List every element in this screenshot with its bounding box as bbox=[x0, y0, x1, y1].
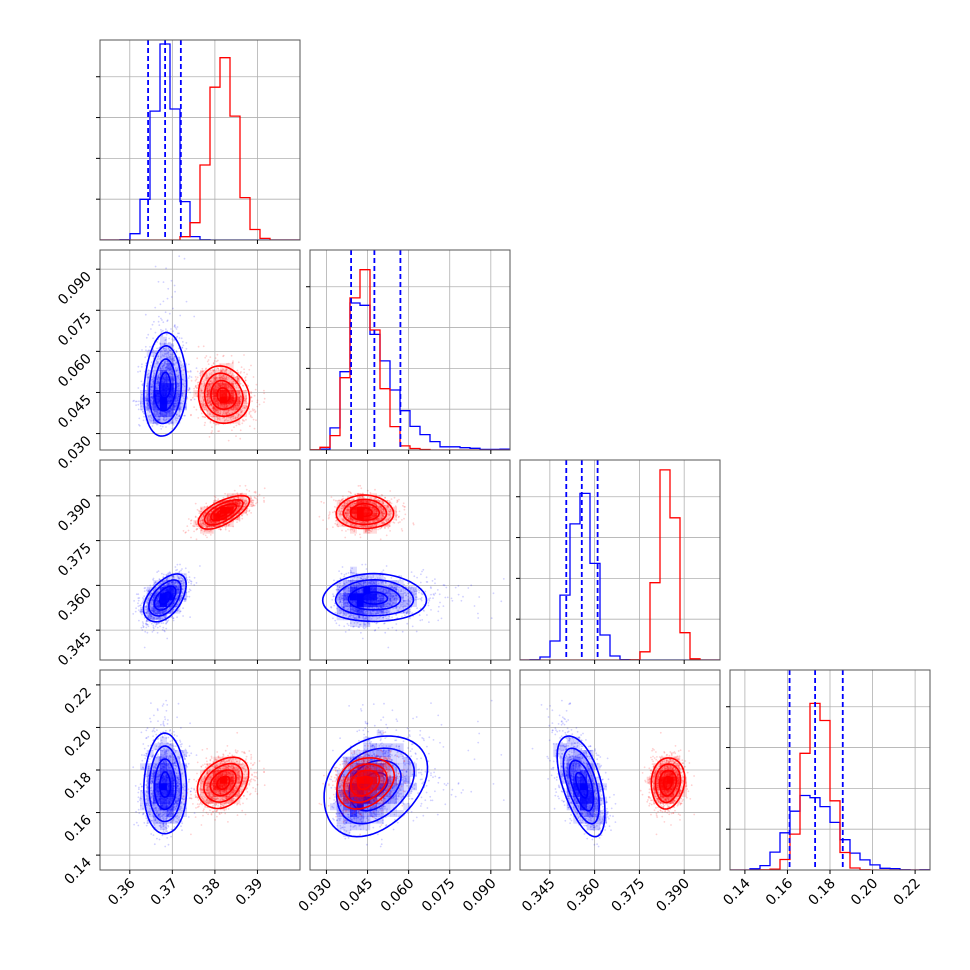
x-tick-label-2-3: 0.390 bbox=[653, 876, 693, 916]
scatter-panel-2-1 bbox=[309, 459, 511, 661]
hist-step-0-2 bbox=[520, 492, 720, 660]
scatter-panel-1-0 bbox=[99, 249, 301, 451]
scatter-panel-3-2 bbox=[519, 669, 721, 871]
y-tick-label-3-2: 0.18 bbox=[61, 770, 94, 803]
y-tick-label-2-3: 0.390 bbox=[55, 495, 95, 535]
y-tick-label-3-0: 0.14 bbox=[61, 855, 94, 888]
contour-1-0 bbox=[216, 775, 231, 790]
contour-0-2 bbox=[148, 579, 182, 617]
hist-step-1-1 bbox=[310, 269, 510, 450]
hist-step-1-2 bbox=[520, 469, 720, 660]
contour-1-2 bbox=[343, 763, 388, 804]
hist-panel-1 bbox=[309, 249, 511, 451]
hist-step-1-0 bbox=[100, 57, 300, 240]
contour-0-0 bbox=[360, 591, 389, 605]
scatter-panel-2-0 bbox=[99, 459, 301, 661]
contour-0-1 bbox=[347, 585, 402, 611]
contour-1-3 bbox=[650, 757, 686, 810]
hist-step-0-3 bbox=[730, 794, 930, 870]
y-tick-label-2-1: 0.360 bbox=[55, 585, 95, 625]
hist-panel-0 bbox=[99, 39, 301, 241]
contour-1-3 bbox=[197, 365, 251, 424]
x-tick-label-2-0: 0.345 bbox=[519, 876, 559, 916]
contour-1-0 bbox=[357, 775, 374, 791]
contour-1-0 bbox=[662, 775, 673, 791]
x-tick-label-1-3: 0.075 bbox=[419, 876, 459, 916]
hist-panel-3 bbox=[729, 669, 931, 871]
y-tick-label-3-4: 0.22 bbox=[61, 684, 94, 717]
contour-1-1 bbox=[209, 769, 237, 797]
contour-1-2 bbox=[203, 499, 244, 526]
contour-1-1 bbox=[349, 502, 380, 522]
y-tick-label-3-1: 0.16 bbox=[61, 812, 94, 845]
y-tick-label-1-3: 0.075 bbox=[55, 310, 95, 350]
y-tick-label-2-2: 0.375 bbox=[55, 540, 95, 580]
x-tick-label-1-4: 0.090 bbox=[460, 876, 500, 916]
contour-1-2 bbox=[203, 372, 244, 417]
x-tick-label-3-0: 0.14 bbox=[720, 875, 753, 908]
contour-1-3 bbox=[197, 494, 251, 530]
contour-1-0 bbox=[216, 387, 231, 403]
x-tick-label-1-2: 0.060 bbox=[378, 876, 418, 916]
contour-0-1 bbox=[153, 585, 177, 611]
x-tick-label-0-3: 0.39 bbox=[233, 876, 266, 909]
contour-0-3 bbox=[321, 572, 428, 623]
contour-1-2 bbox=[654, 763, 682, 804]
x-tick-label-3-2: 0.18 bbox=[805, 876, 838, 909]
x-tick-label-1-0: 0.030 bbox=[296, 876, 336, 916]
x-tick-label-0-1: 0.37 bbox=[148, 876, 181, 909]
contour-1-2 bbox=[203, 762, 244, 803]
contour-1-3 bbox=[335, 494, 395, 530]
contour-1-0 bbox=[216, 507, 231, 518]
contour-0-0 bbox=[574, 771, 589, 799]
contour-1-2 bbox=[342, 498, 388, 526]
contour-0-2 bbox=[334, 578, 415, 617]
y-tick-label-1-2: 0.060 bbox=[55, 351, 95, 391]
contour-0-3 bbox=[556, 735, 606, 838]
contour-0-3 bbox=[142, 573, 187, 623]
contour-0-3 bbox=[323, 735, 429, 838]
contour-0-2 bbox=[148, 344, 182, 425]
x-tick-label-2-1: 0.360 bbox=[564, 876, 604, 916]
contour-0-2 bbox=[335, 747, 416, 825]
scatter-panel-3-0 bbox=[99, 669, 301, 871]
scatter-panel-3-1 bbox=[309, 669, 511, 871]
contour-0-1 bbox=[153, 758, 177, 811]
x-tick-label-0-0: 0.36 bbox=[105, 875, 138, 908]
y-tick-label-1-1: 0.045 bbox=[55, 392, 95, 432]
contour-0-0 bbox=[158, 591, 172, 605]
contour-0-2 bbox=[148, 745, 183, 823]
hist-panel-2 bbox=[519, 459, 721, 661]
x-tick-label-0-2: 0.38 bbox=[190, 876, 223, 909]
contour-1-3 bbox=[196, 756, 250, 810]
hist-step-0-1 bbox=[310, 302, 510, 450]
contour-1-0 bbox=[356, 507, 373, 518]
contour-1-1 bbox=[210, 503, 238, 522]
contour-0-0 bbox=[159, 371, 172, 399]
x-tick-label-3-1: 0.16 bbox=[763, 875, 796, 908]
contour-1-1 bbox=[210, 379, 238, 410]
y-tick-label-2-0: 0.345 bbox=[55, 630, 95, 670]
contour-0-3 bbox=[143, 331, 188, 437]
contour-1-1 bbox=[658, 769, 678, 797]
x-tick-label-1-1: 0.045 bbox=[337, 876, 377, 916]
x-tick-label-2-2: 0.375 bbox=[609, 876, 649, 916]
contour-1-3 bbox=[336, 757, 396, 810]
y-tick-label-1-0: 0.030 bbox=[55, 433, 95, 473]
contour-0-1 bbox=[568, 759, 595, 812]
contour-0-0 bbox=[159, 771, 172, 798]
contour-1-1 bbox=[350, 769, 381, 797]
x-tick-label-3-3: 0.20 bbox=[848, 876, 881, 909]
y-tick-label-3-3: 0.20 bbox=[61, 727, 94, 760]
x-tick-label-3-4: 0.22 bbox=[891, 876, 924, 909]
contour-0-1 bbox=[153, 358, 177, 412]
y-tick-label-1-4: 0.090 bbox=[55, 269, 95, 309]
contour-0-3 bbox=[142, 732, 188, 835]
contour-0-2 bbox=[562, 747, 601, 825]
